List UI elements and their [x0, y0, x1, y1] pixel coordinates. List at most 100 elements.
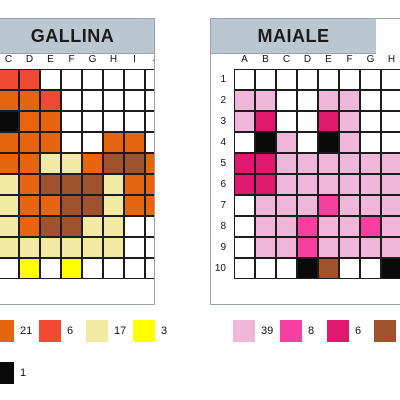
pixel-cell [234, 237, 255, 258]
maiale-title: MAIALE [211, 19, 376, 54]
pixel-cell [234, 174, 255, 195]
legend-count: 3 [161, 325, 168, 337]
pixel-cell [124, 195, 145, 216]
pixel-cell [0, 258, 19, 279]
pixel-cell [318, 174, 339, 195]
column-label: F [346, 54, 353, 65]
pixel-cell [103, 174, 124, 195]
legend-swatch [39, 320, 61, 342]
pixel-cell [0, 174, 19, 195]
column-label: I [133, 54, 136, 65]
pixel-cell [0, 237, 19, 258]
pixel-cell [276, 258, 297, 279]
pixel-cell [103, 90, 124, 111]
pixel-cell [255, 90, 276, 111]
pixel-cell [297, 174, 318, 195]
column-label: D [303, 54, 312, 65]
pixel-cell [19, 111, 40, 132]
pixel-cell [318, 132, 339, 153]
pixel-cell [124, 132, 145, 153]
pixel-cell [82, 174, 103, 195]
column-label: B [262, 54, 269, 65]
pixel-cell [145, 69, 154, 90]
pixel-cell [61, 90, 82, 111]
pixel-cell [339, 237, 360, 258]
pixel-cell [124, 174, 145, 195]
pixel-cell [234, 132, 255, 153]
pixel-cell [0, 132, 19, 153]
pixel-cell [339, 90, 360, 111]
pixel-cell [381, 195, 400, 216]
pixel-cell [40, 237, 61, 258]
pixel-cell [0, 153, 19, 174]
pixel-cell [82, 153, 103, 174]
pixel-cell [234, 111, 255, 132]
pixel-cell [40, 174, 61, 195]
legend-count: 6 [355, 325, 362, 337]
pixel-cell [19, 69, 40, 90]
maiale-panel: MAIALE A B C D E F G H 1 2 3 4 5 6 7 8 9 10 [210, 18, 400, 305]
pixel-cell [360, 90, 381, 111]
pixel-cell [61, 111, 82, 132]
pixel-cell [234, 153, 255, 174]
pixel-cell [19, 90, 40, 111]
legend-swatch [280, 320, 302, 342]
pixel-cell [61, 174, 82, 195]
legend-count: 39 [261, 325, 274, 337]
pixel-cell [40, 258, 61, 279]
pixel-cell [339, 111, 360, 132]
row-label: 9 [220, 242, 226, 253]
pixel-cell [360, 216, 381, 237]
pixel-cell [19, 237, 40, 258]
column-label: E [47, 54, 54, 65]
pixel-cell [0, 195, 19, 216]
pixel-cell [339, 153, 360, 174]
pixel-cell [339, 174, 360, 195]
legend-swatch [0, 362, 14, 384]
pixel-cell [255, 69, 276, 90]
pixel-cell [0, 216, 19, 237]
pixel-cell [103, 237, 124, 258]
pixel-cell [124, 237, 145, 258]
gallina-panel: GALLINA C D E F G H IJ [0, 18, 155, 305]
pixel-cell [145, 195, 154, 216]
pixel-cell [82, 111, 103, 132]
pixel-cell [234, 69, 255, 90]
pixel-cell [360, 69, 381, 90]
row-label: 4 [220, 137, 226, 148]
pixel-cell [360, 237, 381, 258]
legend-swatch [0, 320, 14, 342]
column-label: C [282, 54, 291, 65]
pixel-cell [276, 69, 297, 90]
pixel-cell [255, 132, 276, 153]
column-label: H [109, 54, 118, 65]
row-label: 8 [220, 221, 226, 232]
pixel-cell [40, 195, 61, 216]
pixel-cell [19, 153, 40, 174]
pixel-cell [297, 258, 318, 279]
pixel-cell [145, 258, 154, 279]
pixel-cell [82, 69, 103, 90]
pixel-cell [255, 216, 276, 237]
pixel-cell [19, 216, 40, 237]
pixel-cell [318, 90, 339, 111]
pixel-cell [145, 90, 154, 111]
pixel-cell [360, 258, 381, 279]
pixel-cell [234, 216, 255, 237]
pixel-cell [339, 69, 360, 90]
pixel-cell [145, 216, 154, 237]
pixel-cell [82, 237, 103, 258]
legend-swatch [133, 320, 155, 342]
pixel-cell [40, 111, 61, 132]
pixel-cell [255, 195, 276, 216]
pixel-cell [40, 69, 61, 90]
pixel-cell [124, 111, 145, 132]
pixel-cell [297, 216, 318, 237]
pixel-cell [255, 153, 276, 174]
pixel-cell [297, 90, 318, 111]
pixel-cell [234, 90, 255, 111]
pixel-cell [61, 195, 82, 216]
column-label: J [145, 54, 154, 66]
row-label: 3 [220, 116, 226, 127]
gallina-title: GALLINA [0, 19, 154, 54]
